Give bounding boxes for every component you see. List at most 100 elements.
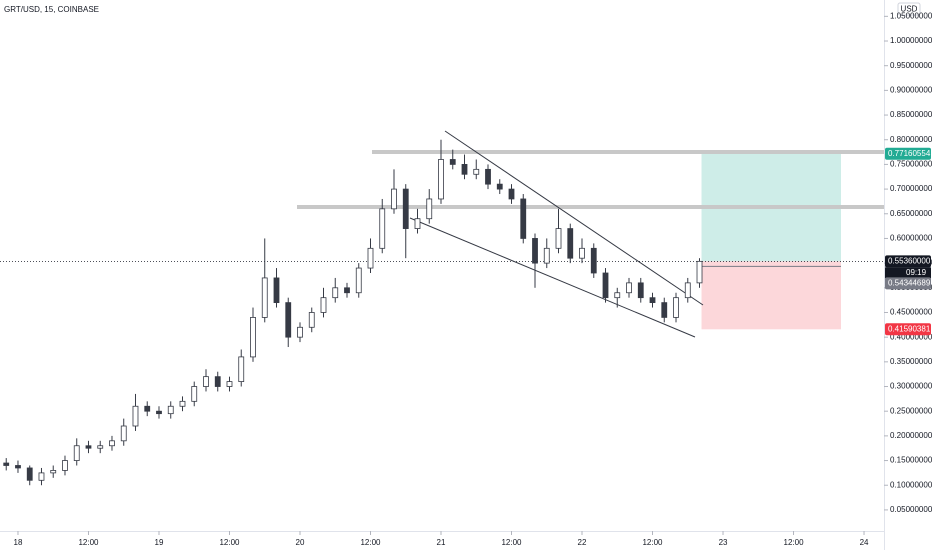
x-tick-label: 20 xyxy=(296,538,305,547)
countdown: 09:19 xyxy=(906,268,927,277)
candle-body xyxy=(590,247,597,274)
price-label: 0.54344689 xyxy=(888,278,931,287)
candle-body xyxy=(602,272,609,299)
y-tick-label: 0.60000000 xyxy=(890,234,932,243)
currency-button-label[interactable]: USD xyxy=(901,5,918,14)
x-tick-label: 23 xyxy=(719,538,728,547)
candle-body xyxy=(367,247,374,269)
candle-body xyxy=(26,467,33,481)
price-label-box xyxy=(885,323,931,336)
y-tick-label: 0.15000000 xyxy=(890,456,932,465)
price-label-box xyxy=(885,147,931,160)
candle-body xyxy=(673,297,679,318)
candle-body xyxy=(614,292,621,299)
price-label-box xyxy=(885,277,931,290)
candle-body xyxy=(214,376,221,387)
y-tick-label: 0.85000000 xyxy=(890,110,932,119)
candle-body xyxy=(120,425,127,442)
candle-body xyxy=(261,277,268,318)
x-tick-label: 19 xyxy=(155,538,164,547)
y-tick-label: 0.10000000 xyxy=(890,480,932,489)
y-tick-label: 0.80000000 xyxy=(890,135,932,144)
candle-body xyxy=(426,198,433,220)
candle-body xyxy=(50,470,57,474)
candle-body xyxy=(85,445,92,449)
y-tick-label: 0.75000000 xyxy=(890,160,932,169)
candle-body xyxy=(167,405,174,415)
candle-body xyxy=(73,445,80,461)
candle-body xyxy=(579,247,585,259)
candle-body xyxy=(626,282,632,294)
candle-body xyxy=(496,183,503,190)
y-tick-label: 0.90000000 xyxy=(890,85,932,94)
candle-body xyxy=(3,462,10,466)
x-tick-label: 12:00 xyxy=(784,538,805,547)
candle-body xyxy=(355,267,362,294)
y-tick-label: 1.05000000 xyxy=(890,11,932,20)
candle-body xyxy=(637,282,644,299)
candle-body xyxy=(191,386,198,402)
candle-body xyxy=(414,218,421,229)
candle-body xyxy=(308,312,315,328)
candle-body xyxy=(461,164,468,175)
candle-body xyxy=(402,188,409,229)
candle-body xyxy=(285,302,292,338)
x-tick-label: 12:00 xyxy=(78,538,99,547)
y-tick-label: 0.35000000 xyxy=(890,357,932,366)
x-tick-label: 24 xyxy=(860,538,869,547)
symbol-title: GRT/USD, 15, COINBASE xyxy=(4,5,99,14)
candle-body xyxy=(508,188,515,200)
candle-body xyxy=(132,405,139,427)
x-tick-label: 12:00 xyxy=(360,538,381,547)
y-tick-label: 0.65000000 xyxy=(890,209,932,218)
candle-body xyxy=(567,228,574,259)
candle-body xyxy=(485,168,491,185)
candle-body xyxy=(297,326,303,338)
trend-line xyxy=(409,217,696,338)
currency-button[interactable] xyxy=(897,2,921,16)
y-tick-label: 0.05000000 xyxy=(890,505,932,514)
price-label: 0.41590381 xyxy=(888,324,931,333)
y-tick-label: 0.70000000 xyxy=(890,184,932,193)
candle-body xyxy=(38,472,45,481)
x-tick-label: 18 xyxy=(14,538,23,547)
candle-body xyxy=(449,159,456,165)
candle-body xyxy=(332,287,339,299)
y-tick-label: 0.20000000 xyxy=(890,431,932,440)
price-label: 0.55360000 xyxy=(888,256,931,265)
candle-body xyxy=(696,260,703,284)
candle-body xyxy=(473,168,480,175)
candle-body xyxy=(179,400,186,407)
x-tick-label: 12:00 xyxy=(501,538,522,547)
countdown-box xyxy=(885,267,931,279)
candle-body xyxy=(555,228,562,249)
y-tick-label: 0.30000000 xyxy=(890,382,932,391)
price-label-box xyxy=(885,255,931,268)
y-tick-label: 1.00000000 xyxy=(890,36,932,45)
candle-body xyxy=(144,405,151,412)
y-tick-label: 0.40000000 xyxy=(890,332,932,341)
candle-body xyxy=(156,410,162,415)
y-tick-label: 0.45000000 xyxy=(890,308,932,317)
candle-body xyxy=(391,188,397,210)
x-tick-label: 22 xyxy=(578,538,587,547)
candle-body xyxy=(543,247,550,264)
candle-body xyxy=(438,159,444,200)
candle-body xyxy=(238,356,245,382)
candle-body xyxy=(532,238,538,264)
candle-body xyxy=(649,297,656,304)
y-tick-label: 0.25000000 xyxy=(890,406,932,415)
stop-loss-zone xyxy=(701,261,841,330)
price-label: 0.77160554 xyxy=(888,149,931,158)
candle-body xyxy=(320,297,327,313)
x-tick-label: 21 xyxy=(437,538,446,547)
candle-body xyxy=(226,381,233,387)
candle-body xyxy=(661,302,668,318)
candle-body xyxy=(62,460,68,471)
candle-body xyxy=(203,376,209,387)
x-tick-label: 12:00 xyxy=(219,538,240,547)
candle-body xyxy=(273,277,280,304)
candle-body xyxy=(520,198,527,239)
